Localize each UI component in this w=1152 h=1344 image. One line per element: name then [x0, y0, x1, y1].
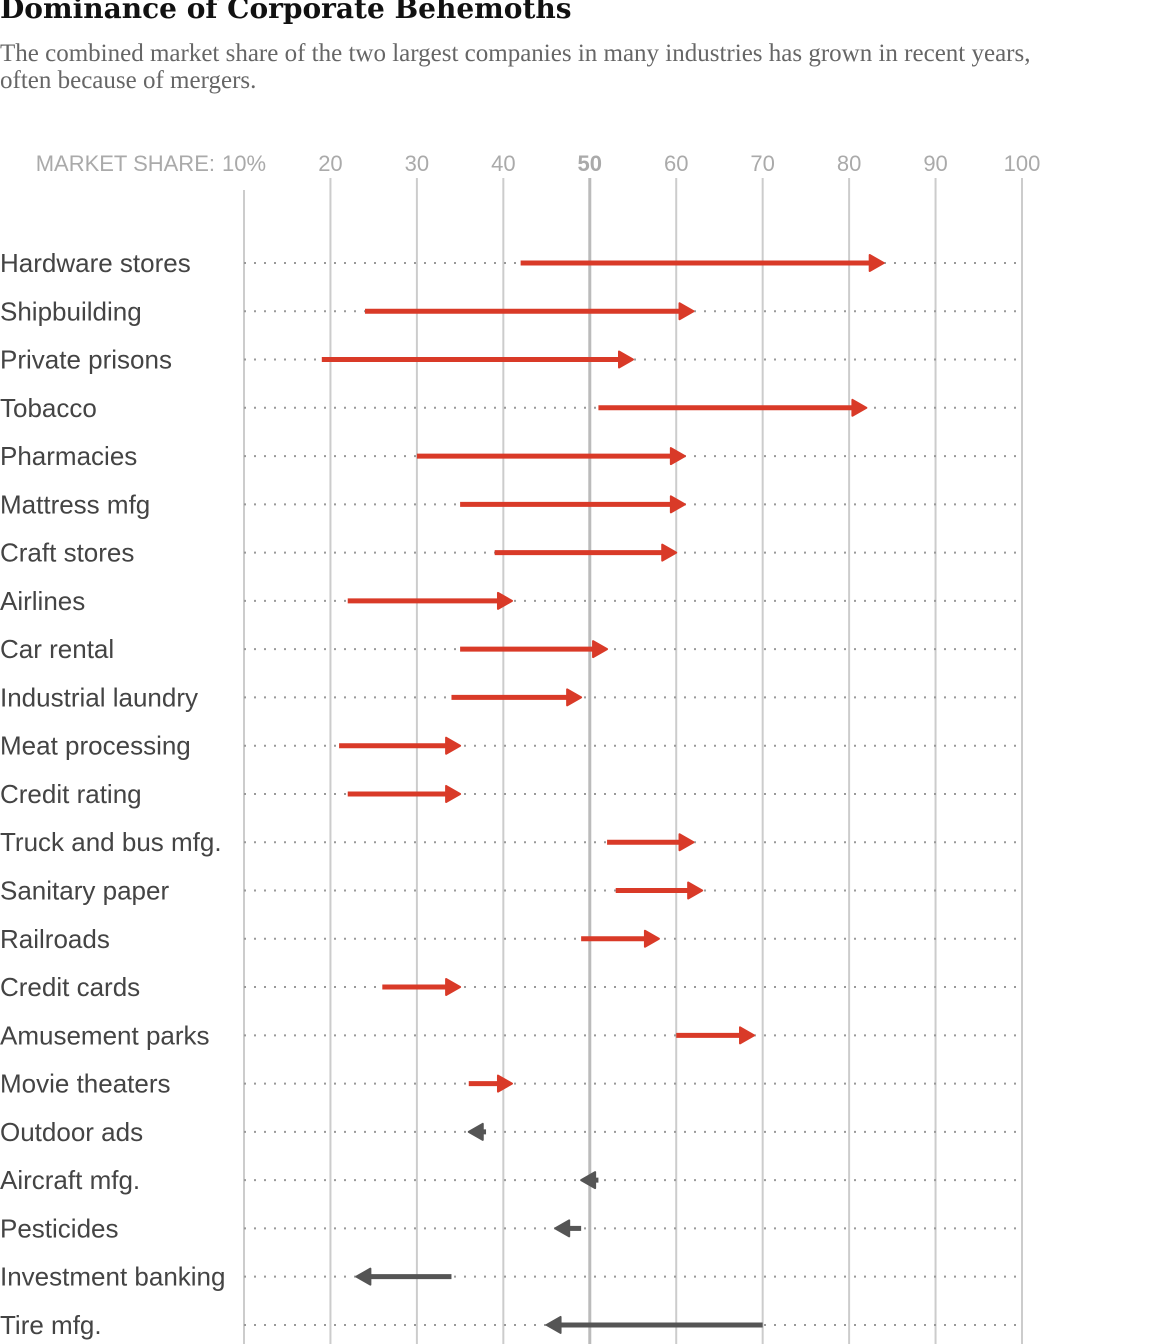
arrow-head [566, 688, 583, 707]
arrow-head [355, 1267, 372, 1286]
arrow-head [592, 640, 609, 659]
arrow-head [445, 736, 462, 755]
arrow-head [678, 833, 695, 852]
row-label: Craft stores [0, 538, 134, 568]
row-label: Meat processing [0, 731, 191, 761]
arrow-head [496, 1074, 513, 1093]
arrow-head [545, 1315, 562, 1334]
row-label: Shipbuilding [0, 296, 142, 326]
arrow-head [643, 929, 660, 948]
chart-subtitle: The combined market share of the two lar… [0, 40, 1031, 94]
tick-label: 90 [923, 151, 947, 176]
arrow-head [618, 350, 634, 369]
row-label: Pesticides [0, 1213, 119, 1243]
chart-title: Dominance of Corporate Behemoths [0, 0, 572, 25]
row-label: Tire mfg. [0, 1310, 102, 1340]
row-label: Industrial laundry [0, 682, 198, 712]
tick-label: 10% [222, 151, 266, 176]
tick-label: 80 [837, 151, 861, 176]
arrow-head [467, 1122, 484, 1141]
row-label: Credit cards [0, 972, 140, 1002]
row-label: Pharmacies [0, 441, 137, 471]
row-label: Private prisons [0, 345, 172, 375]
tick-label: 60 [664, 151, 688, 176]
arrow-head [739, 1026, 756, 1045]
row-label: Credit rating [0, 779, 142, 809]
arrow-head [445, 784, 462, 803]
arrow-head [580, 1171, 597, 1190]
row-label: Truck and bus mfg. [0, 827, 222, 857]
row-label: Airlines [0, 586, 85, 616]
row-label: Movie theaters [0, 1069, 171, 1099]
row-label: Aircraft mfg. [0, 1165, 140, 1195]
row-label: Railroads [0, 924, 110, 954]
arrow-head [445, 978, 462, 997]
arrow-head [496, 591, 513, 610]
tick-label: 70 [750, 151, 774, 176]
tick-label: 30 [405, 151, 429, 176]
row-label: Tobacco [0, 393, 97, 423]
row-label: Hardware stores [0, 248, 191, 278]
row-label: Car rental [0, 634, 114, 664]
row-label: Mattress mfg [0, 489, 150, 519]
row-label: Outdoor ads [0, 1117, 143, 1147]
arrow-head [851, 398, 868, 417]
tick-label: 40 [491, 151, 515, 176]
tick-label: 100 [1004, 151, 1041, 176]
arrow-head [687, 881, 704, 900]
tick-label: 20 [318, 151, 342, 176]
arrow-head [669, 447, 686, 466]
arrow-head [868, 254, 885, 272]
row-label: Amusement parks [0, 1020, 210, 1050]
arrow-head [554, 1219, 571, 1238]
row-label: Sanitary paper [0, 876, 169, 906]
axis-label: MARKET SHARE: [36, 151, 215, 176]
arrow-head [669, 495, 686, 514]
arrow-head [661, 543, 678, 562]
row-label: Investment banking [0, 1262, 225, 1292]
tick-label: 50 [578, 151, 602, 176]
arrow-head [678, 302, 695, 321]
